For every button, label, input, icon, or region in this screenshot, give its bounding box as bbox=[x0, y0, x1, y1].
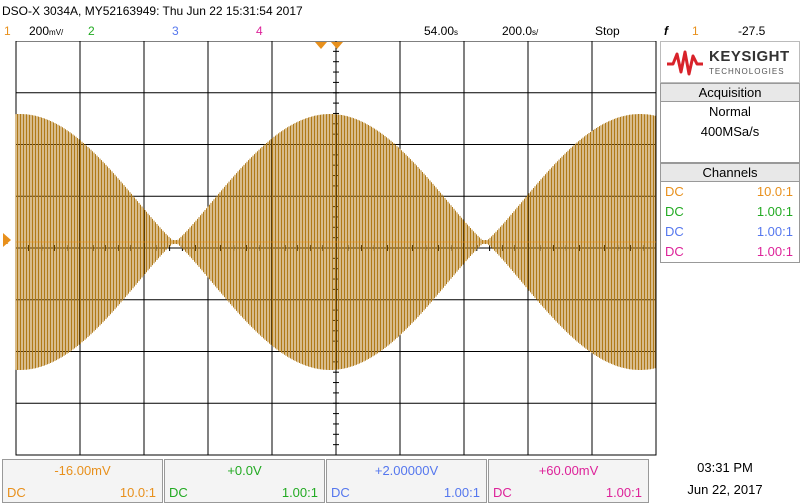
channel-row-4[interactable]: DC 1.00:1 bbox=[661, 242, 799, 262]
channel1-trace bbox=[15, 114, 656, 370]
channel-offset: +2.00000V bbox=[374, 463, 439, 478]
trigger-source[interactable]: 1 bbox=[692, 24, 699, 38]
ch1-ground-marker[interactable] bbox=[3, 233, 11, 247]
ch3-offset-card[interactable]: +2.00000V DC 1.00:1 bbox=[326, 459, 487, 503]
channel-probe: 1.00:1 bbox=[443, 485, 480, 500]
ch1-offset-card[interactable]: -16.00mV DC 10.0:1 bbox=[2, 459, 163, 503]
trigger-position-marker bbox=[331, 42, 343, 49]
markers: 1 bbox=[3, 42, 343, 247]
channel-probe: 10.0:1 bbox=[756, 184, 793, 199]
channel-coupling: DC bbox=[665, 204, 684, 219]
channel-probe: 1.00:1 bbox=[605, 485, 642, 500]
graticule-and-trace: 1 bbox=[3, 41, 657, 456]
ch3-number[interactable]: 3 bbox=[172, 24, 179, 38]
sample-rate: 400MSa/s bbox=[700, 124, 760, 139]
trigger-edge-icon: f bbox=[664, 24, 668, 38]
trigger-level[interactable]: -27.5 bbox=[738, 24, 766, 38]
channel-offset: +60.00mV bbox=[538, 463, 599, 478]
logo-name: KEYSIGHT bbox=[709, 48, 790, 65]
bottom-channel-bar: -16.00mV DC 10.0:1 +0.0V DC 1.00:1 +2.00… bbox=[0, 457, 800, 503]
ch1-number[interactable]: 1 bbox=[4, 24, 11, 38]
ch4-number[interactable]: 4 bbox=[256, 24, 263, 38]
run-state[interactable]: Stop bbox=[595, 24, 620, 38]
clock-display: 03:31 PM Jun 22, 2017 bbox=[650, 457, 800, 503]
clock-time: 03:31 PM bbox=[697, 460, 753, 475]
ch2-number[interactable]: 2 bbox=[88, 24, 95, 38]
channel-coupling: DC bbox=[665, 244, 684, 259]
keysight-logo: KEYSIGHT TECHNOLOGIES bbox=[660, 41, 800, 83]
channel-row-1[interactable]: DC 10.0:1 bbox=[661, 182, 799, 202]
channel-offset: -16.00mV bbox=[54, 463, 111, 478]
instrument-title: DSO-X 3034A, MY52163949: Thu Jun 22 15:3… bbox=[2, 4, 303, 18]
channel-coupling: DC bbox=[331, 485, 350, 500]
channels-header: Channels bbox=[661, 164, 799, 182]
channels-panel[interactable]: Channels DC 10.0:1 DC 1.00:1 DC 1.00:1 D… bbox=[660, 163, 800, 263]
channel-probe: 10.0:1 bbox=[119, 485, 156, 500]
timebase-delay[interactable]: 54.00s bbox=[424, 24, 459, 38]
acquisition-panel[interactable]: Acquisition Normal 400MSa/s bbox=[660, 83, 800, 163]
time-reference-marker bbox=[315, 42, 327, 49]
ch4-offset-card[interactable]: +60.00mV DC 1.00:1 bbox=[488, 459, 649, 503]
keysight-wave-icon bbox=[667, 50, 703, 76]
channel-row-2[interactable]: DC 1.00:1 bbox=[661, 202, 799, 222]
right-info-panel: KEYSIGHT TECHNOLOGIES Acquisition Normal… bbox=[660, 41, 800, 457]
acquisition-header: Acquisition bbox=[661, 84, 799, 102]
ch2-offset-card[interactable]: +0.0V DC 1.00:1 bbox=[164, 459, 325, 503]
title-bar: DSO-X 3034A, MY52163949: Thu Jun 22 15:3… bbox=[0, 0, 800, 20]
channel-offset: +0.0V bbox=[227, 463, 262, 478]
channel-status-row: 1 200mV/ 2 3 4 54.00s 200.0s/ Stop f 1 -… bbox=[0, 21, 800, 41]
channel-probe: 1.00:1 bbox=[756, 244, 793, 259]
ch1-scale[interactable]: 200mV/ bbox=[29, 24, 64, 38]
channel-coupling: DC bbox=[169, 485, 188, 500]
channel-probe: 1.00:1 bbox=[756, 224, 793, 239]
ch1-ground-label: 1 bbox=[3, 236, 9, 247]
acquisition-mode: Normal bbox=[709, 104, 751, 119]
channel-probe: 1.00:1 bbox=[756, 204, 793, 219]
channel-coupling: DC bbox=[665, 224, 684, 239]
channel-row-3[interactable]: DC 1.00:1 bbox=[661, 222, 799, 242]
channel-coupling: DC bbox=[7, 485, 26, 500]
channel-coupling: DC bbox=[665, 184, 684, 199]
time-per-div[interactable]: 200.0s/ bbox=[502, 24, 539, 38]
logo-subtitle: TECHNOLOGIES bbox=[709, 67, 785, 76]
channel-probe: 1.00:1 bbox=[281, 485, 318, 500]
waveform-display[interactable]: 1 bbox=[0, 41, 660, 457]
clock-date: Jun 22, 2017 bbox=[687, 482, 763, 497]
channel-coupling: DC bbox=[493, 485, 512, 500]
